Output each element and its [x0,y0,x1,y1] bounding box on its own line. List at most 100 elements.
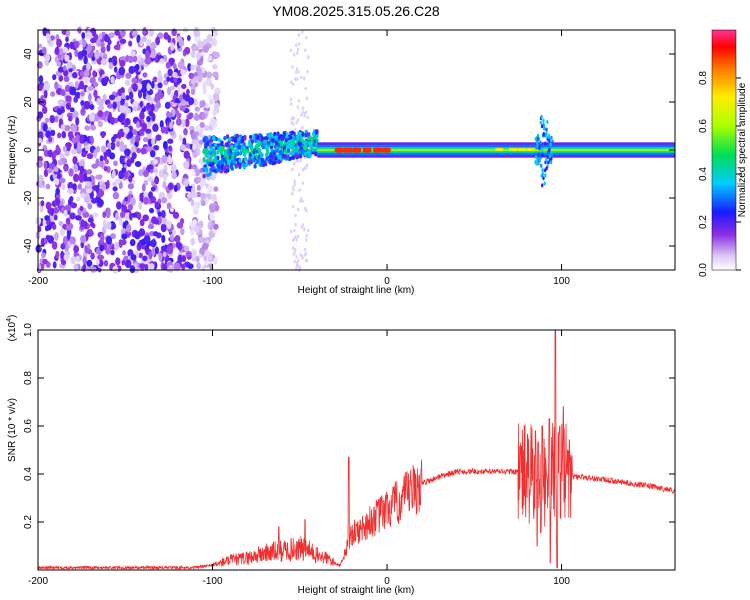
spectrogram-band-cell [225,134,230,139]
spectrogram-noise-cell [83,196,90,203]
spectrogram-band-cell [258,133,262,138]
spectrogram-noise-cell [142,255,148,262]
spectrogram-noise-cell [177,61,185,70]
spectrogram-noise-cell [196,60,203,66]
spectrogram-noise-cell [69,107,75,113]
spectrogram-noise-cell [131,152,137,160]
spectrogram-noise-cell [125,72,132,79]
spectrogram-noise-cell [128,175,133,183]
spectrogram-noise-cell [169,207,175,213]
spectrogram-noise-cell [124,117,131,126]
spectrogram-band-cell [235,147,239,152]
spectrogram-noise-cell [141,244,146,250]
spectrogram-noise-cell [102,211,107,219]
spectrogram-noise-cell [160,210,166,219]
spectrogram-noise-cell [119,29,126,38]
spectrogram-band-cell [228,136,232,142]
spectrogram-band-cell [241,148,245,154]
spectrogram-noise-cell [95,259,100,266]
spectrogram-noise-cell [182,137,187,146]
spectrogram-noise-cell [36,160,43,168]
spectrogram-band-cell [226,168,230,173]
spectrogram-noise-cell [295,254,298,259]
spectrogram-noise-cell [79,205,84,212]
spectrogram-x-tick-label: -100 [203,276,223,287]
spectrogram-noise-cell [303,114,306,118]
snr-line [37,329,676,571]
spectrogram-noise-cell [165,61,171,69]
spectrogram-noise-cell [181,255,187,263]
spectrogram-noise-cell [136,147,142,154]
spectrogram-noise-cell [212,223,219,230]
colorbar-tick-label: 0.2 [698,215,709,229]
spectrogram-noise-cell [56,60,62,67]
spectrogram-noise-cell [176,84,181,93]
spectrogram-noise-cell [148,263,155,270]
spectrogram-noise-cell [202,44,210,53]
spectrogram-noise-cell [70,86,77,96]
spectrogram-noise-cell [101,182,106,192]
spectrogram-noise-cell [64,204,72,212]
spectrogram-band-cell [204,152,208,158]
spectrogram-noise-cell [51,241,58,250]
spectrogram-noise-cell [154,92,161,102]
spectrogram-band-cell [272,150,276,155]
spectrogram-noise-cell [130,50,136,57]
spectrogram-noise-cell [148,207,155,214]
spectrogram-noise-cell [67,188,74,194]
spectrogram-noise-cell [306,115,309,120]
snr-panel: -200 -100 0 100 0.2 0.4 0.6 0.8 1.0 Height of st… [6,315,676,596]
spectrogram-noise-cell [190,228,195,236]
spectrogram-burst-cell [548,154,551,159]
spectrogram-noise-cell [169,122,173,130]
spectrogram-noise-cell [67,181,74,190]
spectrogram-band-cell [273,131,277,137]
spectrogram-noise-cell [195,125,200,132]
spectrogram-y-tick-label: 0 [23,147,34,153]
spectrogram-noise-cell [159,58,165,64]
spectrogram-noise-cell [87,92,92,102]
spectrogram-noise-cell [40,200,45,207]
spectrogram-band-cell [243,136,247,141]
spectrogram-noise-cell [186,193,192,199]
spectrogram-noise-cell [80,219,86,228]
spectrogram-noise-cell [60,259,67,266]
spectrogram-noise-cell [55,250,60,259]
spectrogram-noise-cell [78,160,85,167]
spectrogram-noise-cell [205,197,209,204]
spectrogram-noise-cell [301,199,304,203]
spectrogram-noise-cell [73,245,80,253]
spectrogram-noise-cell [172,63,177,70]
spectrogram-noise-cell [139,218,145,227]
spectrogram-noise-cell [132,83,138,92]
spectrogram-noise-cell [192,219,198,225]
spectrogram-noise-cell [153,219,160,225]
spectrogram-noise-cell [212,92,220,102]
spectrogram-noise-cell [52,223,57,230]
spectrogram-noise-cell [164,127,169,135]
snr-y-tick-label: 0.6 [23,419,34,433]
spectrogram-noise-cell [58,220,64,227]
spectrogram-noise-cell [198,220,204,229]
spectrogram-noise-cell [175,118,182,126]
spectrogram-band-cell [311,147,315,152]
spectrogram-noise-cell [151,137,156,146]
spectrogram-noise-cell [148,110,154,117]
spectrogram-noise-cell [289,97,293,102]
spectrogram-noise-cell [212,64,218,70]
spectrogram-noise-cell [126,159,132,168]
spectrogram-band-cell [236,151,240,156]
spectrogram-burst-cell [541,183,544,188]
spectrogram-noise-cell [93,149,98,158]
spectrogram-noise-cell [174,234,181,243]
spectrogram-burst-cell [540,124,544,129]
spectrogram-noise-cell [61,183,66,191]
spectrogram-noise-cell [129,265,136,274]
spectrogram-noise-cell [136,34,141,44]
spectrogram-noise-cell [118,66,126,76]
spectrogram-noise-cell [292,116,295,120]
snr-frame [37,329,676,571]
spectrogram-noise-cell [108,94,116,101]
spectrogram-noise-cell [205,103,210,109]
